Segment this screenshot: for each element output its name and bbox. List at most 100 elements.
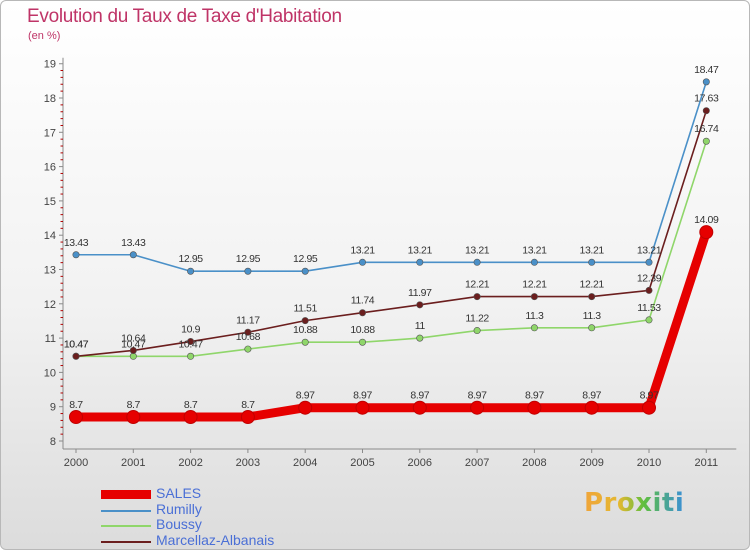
data-label: 8.97 [525,390,544,402]
data-label: 10.9 [181,324,200,336]
x-tick-label: 2006 [408,457,432,469]
data-label: 8.97 [353,390,372,402]
data-label: 12.95 [293,253,318,265]
data-point [588,258,596,266]
legend-swatch [101,490,151,499]
data-label: 10.47 [64,338,89,350]
data-label: 13.43 [64,237,89,249]
data-label: 10.47 [121,338,146,350]
data-point [72,352,80,360]
data-point [530,293,538,301]
data-point [416,258,424,266]
data-point [645,258,653,266]
x-tick-label: 2003 [236,457,260,469]
legend-swatch [101,509,151,512]
y-tick-label: 12 [44,299,56,311]
x-tick-label: 2004 [293,457,317,469]
chart-title: Evolution du Taux de Taxe d'Habitation [27,6,342,27]
chart-subtitle: (en %) [28,30,61,42]
data-label: 10.68 [236,331,261,343]
data-point [645,316,653,324]
data-label: 13.21 [580,244,605,256]
data-label: 17.63 [694,93,719,105]
data-point [240,409,255,424]
legend-swatch [101,525,151,527]
data-label: 11.3 [583,310,602,322]
data-point [183,409,198,424]
data-label: 8.97 [582,390,601,402]
data-label: 10.47 [64,338,89,350]
x-tick-label: 2007 [465,457,489,469]
data-point [358,258,366,266]
y-tick-label: 10 [44,367,56,379]
data-label: 10.47 [178,338,203,350]
data-point [187,352,195,360]
data-point [412,400,427,415]
data-label: 12.21 [580,279,605,291]
data-point [244,267,252,275]
data-label: 8.97 [296,390,315,402]
data-point [129,251,137,259]
data-point [642,400,656,415]
data-label: 11.17 [236,314,260,326]
data-label: 8.7 [241,399,255,411]
data-label: 13.43 [121,237,146,249]
x-tick-label: 2008 [522,457,546,469]
data-label: 8.7 [127,399,141,411]
y-tick-label: 15 [44,196,56,208]
data-point [584,400,599,415]
data-label: 8.97 [410,390,429,402]
data-label: 8.97 [468,390,487,402]
data-label: 16.74 [694,123,719,135]
data-label: 11 [415,320,426,332]
y-tick-label: 18 [44,93,56,105]
data-point [358,309,366,317]
x-tick-label: 2002 [178,457,202,469]
data-point [244,328,252,336]
x-tick-label: 2005 [350,457,374,469]
y-tick-label: 9 [50,402,56,414]
logo-text: Proxiti [584,488,685,518]
x-tick-label: 2010 [637,457,661,469]
data-point [187,267,195,275]
data-label: 13.21 [465,244,490,256]
legend-swatch [101,540,151,543]
data-point [301,338,309,346]
data-label: 11.51 [293,303,317,315]
data-point [702,78,710,86]
data-label: 12.95 [236,253,261,265]
data-label: 12.95 [178,253,203,265]
data-label: 8.7 [184,399,198,411]
data-point [244,345,252,353]
data-point [301,267,309,275]
data-point [699,225,714,240]
data-label: 13.21 [637,244,662,256]
data-label: 11.3 [525,310,544,322]
data-point [530,258,538,266]
data-point [129,352,137,360]
data-point [702,137,710,145]
data-label: 13.21 [408,244,433,256]
data-label: 10.88 [293,324,318,336]
data-point [301,317,309,325]
data-point [355,400,370,415]
data-point [588,324,596,332]
x-tick-label: 2001 [121,457,145,469]
data-label: 12.21 [522,279,547,291]
series-line-marcellaz-albanais [75,109,708,358]
data-label: 11.53 [637,302,661,314]
data-point [530,324,538,332]
data-label: 11.97 [408,287,432,299]
data-point [72,251,80,259]
y-tick-label: 16 [44,162,56,174]
data-label: 8.7 [69,399,83,411]
data-point [298,400,313,415]
y-tick-label: 19 [44,59,56,71]
data-label: 11.22 [465,313,489,325]
data-label: 8.97 [640,390,659,402]
data-label: 10.88 [350,324,375,336]
y-tick-label: 11 [45,333,56,345]
proxiti-logo: Proxiti [584,488,684,518]
